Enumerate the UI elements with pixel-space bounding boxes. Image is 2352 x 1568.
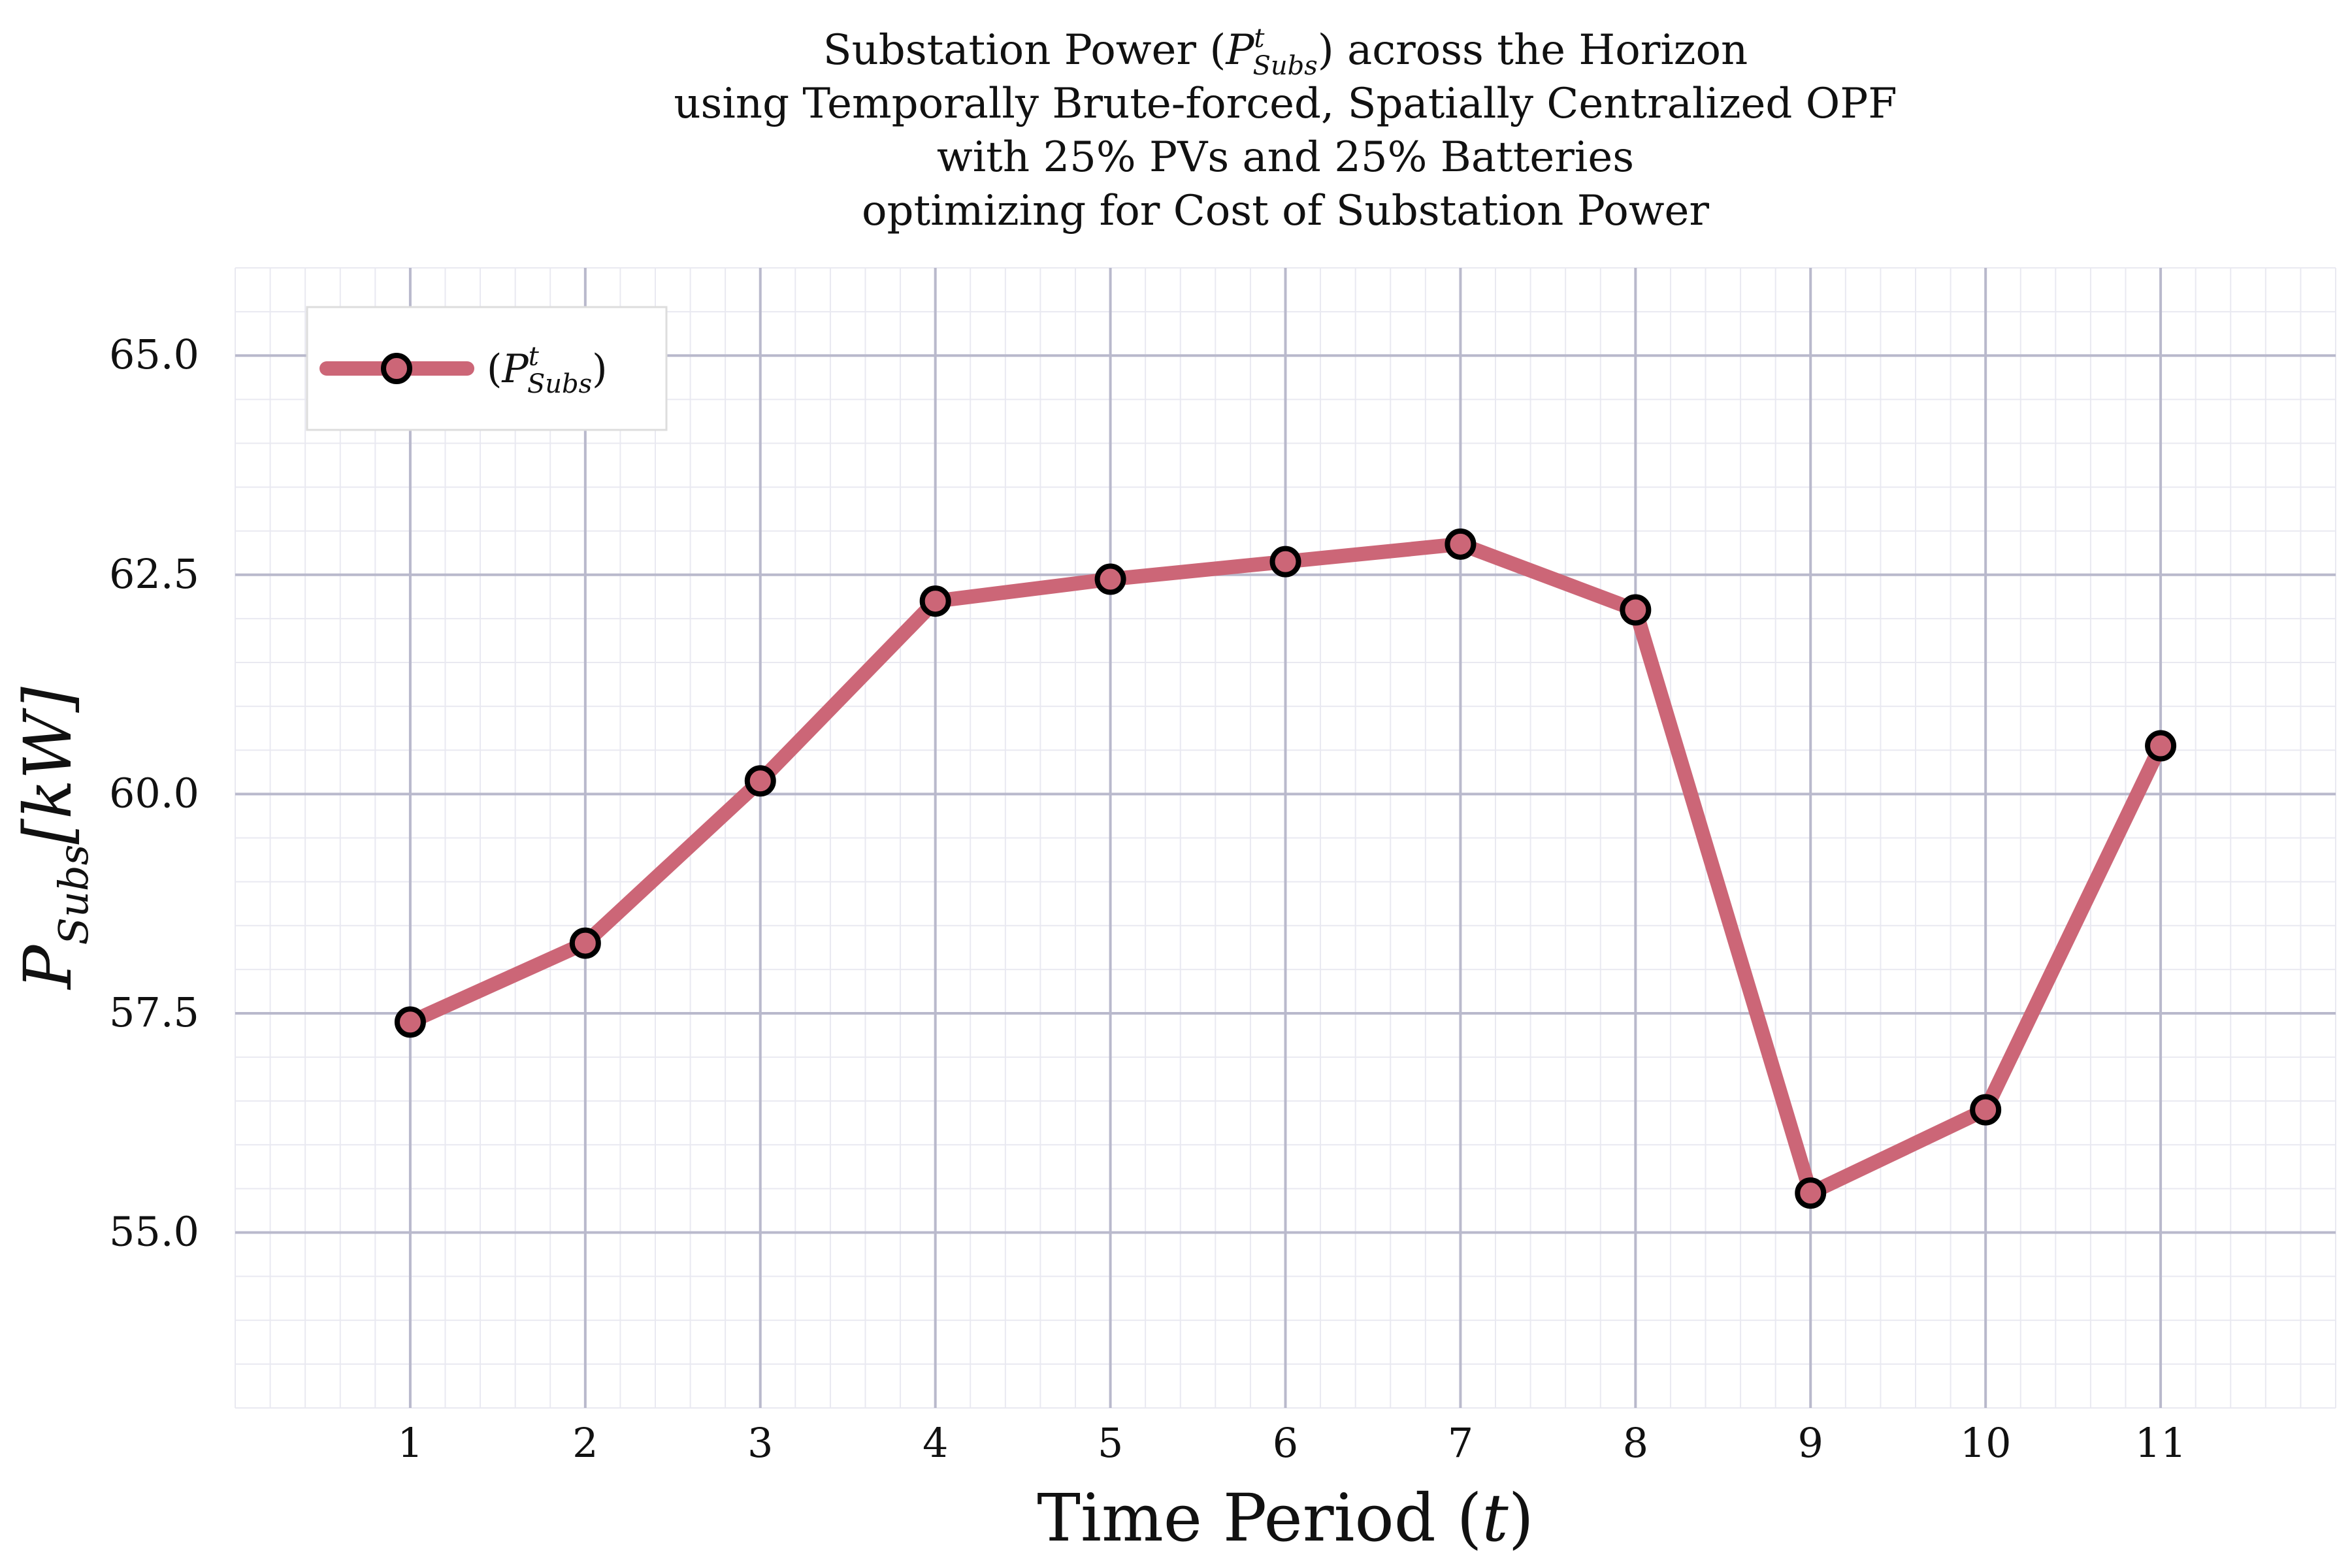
y-tick-label: 55.0: [109, 1208, 199, 1256]
series-group: [394, 528, 2177, 1209]
legend-paren: ): [592, 346, 607, 392]
x-tick-label: 4: [923, 1419, 948, 1467]
title-text: Substation Power (: [823, 26, 1226, 74]
x-tick-label: 11: [2135, 1419, 2187, 1467]
x-tick-label: 7: [1448, 1419, 1473, 1467]
title-text: using Temporally Brute-forced, Spatially…: [674, 80, 1897, 128]
legend: (Pt Subs): [306, 306, 668, 431]
title-line: using Temporally Brute-forced, Spatially…: [674, 80, 1897, 128]
data-point: [1620, 594, 1652, 626]
x-tick-label: 5: [1098, 1419, 1123, 1467]
data-point: [1445, 528, 1477, 560]
x-tick-label: 8: [1623, 1419, 1648, 1467]
chart-title: Substation Power (Pt Subs) across the Hor…: [674, 24, 1897, 235]
y-tick-label: 65.0: [109, 331, 199, 378]
y-axis-title: PSubs[kW]: [10, 686, 97, 990]
legend-marker: [381, 353, 412, 384]
x-axis-title: Time Period (t): [1037, 1480, 1533, 1556]
x-tick-label: 1: [397, 1419, 423, 1467]
data-point: [569, 927, 601, 959]
data-point: [1795, 1177, 1827, 1209]
x-tick-label: 2: [572, 1419, 598, 1467]
data-point: [394, 1006, 426, 1038]
title-line: Substation Power (Pt Subs) across the Hor…: [823, 24, 1748, 81]
legend-paren: (: [487, 346, 502, 392]
data-point: [2145, 730, 2177, 762]
y-axis-title-part: [kW]: [10, 686, 86, 844]
data-point: [744, 765, 776, 797]
x-tick-label: 10: [1960, 1419, 2012, 1467]
title-symbol: P: [1225, 26, 1254, 74]
x-axis-title-part: Time Period (: [1037, 1480, 1482, 1556]
data-point: [1269, 546, 1301, 578]
x-tick-label: 3: [747, 1419, 773, 1467]
x-axis-title-part: ): [1509, 1480, 1534, 1556]
x-axis-title-text: Time Period (t): [1037, 1480, 1533, 1556]
y-tick-label: 57.5: [109, 988, 199, 1036]
title-subscript: Subs: [1252, 51, 1317, 81]
x-tick-label: 6: [1273, 1419, 1298, 1467]
y-axis-title-text: PSubs[kW]: [10, 686, 97, 990]
title-line: optimizing for Cost of Substation Power: [862, 187, 1709, 235]
y-axis-title-symbol: P: [10, 944, 86, 990]
title-text: with 25% PVs and 25% Batteries: [937, 133, 1634, 182]
y-tick-label: 62.5: [109, 550, 199, 598]
data-point: [919, 585, 951, 617]
legend-subscript: Subs: [527, 369, 592, 399]
data-point: [1970, 1094, 2002, 1126]
legend-label: (Pt Subs): [487, 342, 608, 399]
y-tick-label: 60.0: [109, 769, 199, 817]
data-point: [1094, 563, 1126, 595]
legend-symbol: P: [501, 346, 529, 392]
x-axis-title-symbol: t: [1482, 1480, 1509, 1556]
legend-superscript: t: [529, 342, 540, 372]
title-text: optimizing for Cost of Substation Power: [862, 187, 1709, 235]
title-line: with 25% PVs and 25% Batteries: [937, 133, 1634, 182]
title-superscript: t: [1254, 24, 1265, 54]
y-axis-title-subscript: Subs: [50, 845, 97, 945]
x-tick-label: 9: [1798, 1419, 1823, 1467]
y-axis-tick-labels: 55.0 57.5 60.0 62.5 65.0: [109, 331, 199, 1255]
title-text: ) across the Horizon: [1318, 26, 1748, 74]
x-axis-tick-labels: 1 2 3 4 5 6 7 8 9 10 11: [397, 1419, 2186, 1467]
